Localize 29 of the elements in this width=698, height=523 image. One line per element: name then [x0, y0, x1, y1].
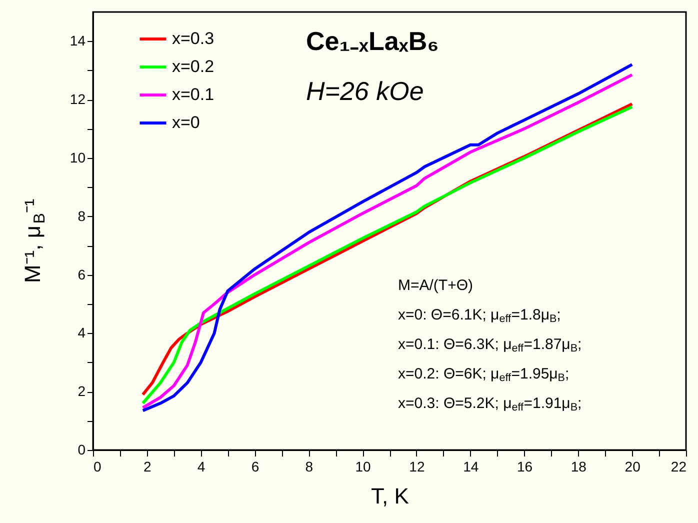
y-tick-label: 14	[70, 32, 86, 49]
x-tick-label: 16	[516, 458, 533, 474]
annotation: M=A/(T+Θ)	[398, 277, 474, 294]
x-tick-label: 2	[144, 458, 152, 474]
text: Ce₁₋ₓLaₓB₆	[306, 26, 439, 56]
y-tick-label: 6	[78, 266, 86, 282]
legend-label: x=0.1	[172, 85, 214, 104]
y-tick-label: 12	[70, 91, 86, 108]
x-tick-label: 14	[463, 458, 479, 474]
y-tick-label: 0	[78, 442, 86, 458]
y-axis-title: M⁻¹, μB⁻¹	[20, 198, 49, 284]
y-tick-label: 2	[78, 383, 86, 400]
x-tick-label: 22	[670, 458, 687, 474]
legend-label: x=0	[172, 113, 200, 132]
text: H=26 kOe	[306, 76, 424, 106]
legend-label: x=0.3	[172, 29, 214, 48]
x-tick-label: 0	[94, 458, 102, 474]
x-tick-label: 20	[624, 458, 641, 474]
x-tick-label: 10	[355, 458, 372, 474]
x-tick-label: 12	[409, 458, 425, 474]
x-tick-label: 18	[570, 458, 587, 474]
x-tick-label: 4	[197, 458, 206, 474]
x-tick-label: 6	[251, 458, 260, 474]
y-tick-label: 4	[78, 324, 86, 341]
y-tick-label: 10	[70, 150, 86, 166]
y-tick-label: 8	[78, 208, 86, 224]
legend-label: x=0.2	[172, 57, 214, 76]
x-tick-label: 8	[305, 458, 314, 474]
x-axis-title: T, K	[371, 484, 410, 508]
